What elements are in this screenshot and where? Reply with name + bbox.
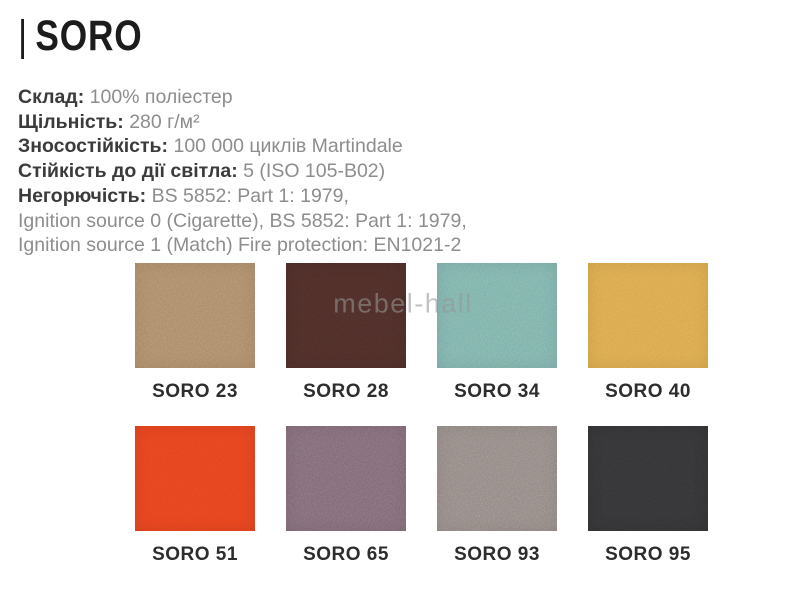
fabric-texture	[135, 426, 255, 531]
fabric-texture	[437, 263, 557, 368]
swatch-cell: SORO 93	[437, 426, 557, 569]
page-title: | SORO	[18, 12, 143, 60]
fabric-texture	[286, 263, 406, 368]
swatch-cell: SORO 95	[588, 426, 708, 569]
fabric-texture	[588, 263, 708, 368]
spec-list: Склад: 100% поліестер Щільність: 280 г/м² …	[18, 85, 467, 258]
swatch-cell: SORO 28	[286, 263, 406, 406]
swatch-label: SORO 34	[454, 381, 540, 402]
spec-value: 5 (ISO 105-B02)	[243, 160, 386, 183]
spec-line-abrasion: Зносостійкість: 100 000 циклів Martindale	[18, 134, 467, 159]
spec-label: Зносостійкість:	[18, 135, 169, 158]
swatch-tile	[588, 263, 708, 368]
swatch-cell: SORO 34	[437, 263, 557, 406]
fabric-texture	[588, 426, 708, 531]
swatch-tile	[437, 263, 557, 368]
spec-line-ignition-0: Ignition source 0 (Cigarette), BS 5852: …	[18, 209, 467, 234]
swatch-label: SORO 40	[605, 381, 691, 402]
swatch-cell: SORO 65	[286, 426, 406, 569]
swatch-label: SORO 65	[303, 544, 389, 565]
swatch-label: SORO 93	[454, 544, 540, 565]
spec-value: Ignition source 1 (Match) Fire protectio…	[18, 234, 462, 257]
swatch-cell: SORO 51	[135, 426, 255, 569]
swatch-tile	[588, 426, 708, 531]
swatch-tile	[286, 263, 406, 368]
spec-label: Склад:	[18, 86, 85, 108]
spec-line-composition: Склад: 100% поліестер	[18, 85, 467, 110]
fabric-texture	[286, 426, 406, 531]
spec-label: Негорючість:	[18, 184, 147, 207]
swatch-tile	[286, 426, 406, 531]
swatch-label: SORO 95	[605, 544, 691, 565]
page-title-text: SORO	[35, 12, 143, 60]
fabric-texture	[135, 263, 255, 368]
swatch-tile	[135, 263, 255, 368]
spec-value: 280 г/м²	[129, 110, 200, 133]
swatch-tile	[437, 426, 557, 531]
spec-label: Щільність:	[18, 110, 124, 133]
spec-line-lightfastness: Стійкість до дії світла: 5 (ISO 105-B02)	[18, 159, 467, 184]
title-accent-bar: |	[18, 12, 28, 60]
fabric-texture	[437, 426, 557, 531]
swatch-label: SORO 51	[152, 544, 238, 565]
swatch-label: SORO 23	[152, 381, 238, 402]
swatch-label: SORO 28	[303, 381, 389, 402]
spec-line-ignition-1: Ignition source 1 (Match) Fire protectio…	[18, 233, 467, 258]
spec-value: 100% поліестер	[89, 86, 233, 108]
spec-label: Стійкість до дії світла:	[18, 160, 238, 183]
swatch-cell: SORO 23	[135, 263, 255, 406]
spec-value: Ignition source 0 (Cigarette), BS 5852: …	[18, 209, 467, 232]
spec-value: BS 5852: Part 1: 1979,	[151, 184, 349, 207]
swatch-tile	[135, 426, 255, 531]
spec-value: 100 000 циклів Martindale	[173, 135, 403, 158]
swatch-cell: SORO 40	[588, 263, 708, 406]
swatch-grid: SORO 23 SORO 28 SORO 34 SORO 40 SORO 51 …	[135, 263, 708, 569]
spec-line-flammability: Негорючість: BS 5852: Part 1: 1979,	[18, 184, 467, 209]
spec-line-density: Щільність: 280 г/м²	[18, 110, 467, 135]
